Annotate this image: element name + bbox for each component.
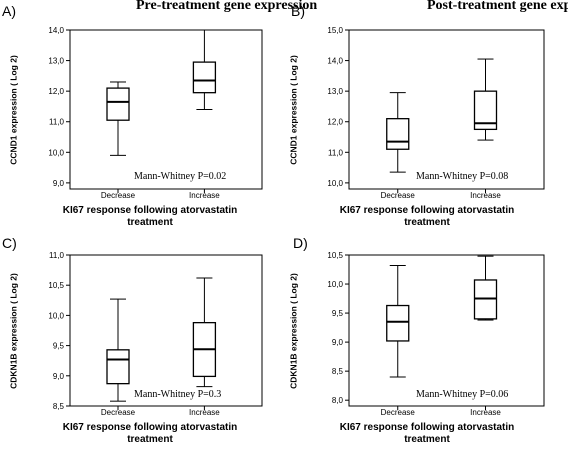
iqr-box — [192, 61, 217, 94]
x-axis-label: KI67 response following atorvastatin — [340, 422, 514, 433]
x-axis-label: KI67 response following atorvastatin — [63, 205, 237, 216]
chart-title: Pre-treatment gene expression — [136, 0, 317, 13]
p-value-annotation: Mann-Whitney P=0.06 — [416, 389, 508, 400]
y-tick-label: 9,0 — [332, 338, 344, 347]
y-tick-label: 9,0 — [53, 179, 65, 188]
x-axis-label-line2: treatment — [404, 434, 450, 445]
y-tick-label: 10,0 — [327, 280, 343, 289]
y-axis-label: CDKN1B expression ( Log 2) — [8, 273, 18, 389]
x-tick-label: Increase — [470, 191, 501, 200]
chart-panel-2: C) 8,5 9,0 9,5 10,0 10,5 11,0 CDKN1B expression… — [2, 235, 263, 445]
plot-frame — [69, 29, 263, 190]
y-axis-label: CCND1 expression ( Log 2) — [8, 55, 18, 165]
box-increase — [192, 277, 217, 388]
y-tick-label: 14,0 — [327, 57, 343, 66]
x-axis-label: KI67 response following atorvastatin — [340, 205, 514, 216]
chart-panel-0: A) Pre-treatment gene expression 9,0 10,0 11… — [2, 0, 317, 228]
y-tick-label: 12,0 — [327, 118, 343, 127]
box-increase — [192, 29, 217, 110]
panel-label: B) — [291, 3, 305, 19]
x-tick-label: Increase — [189, 408, 220, 417]
y-tick-label: 10,5 — [327, 251, 343, 260]
x-tick-label: Decrease — [381, 191, 416, 200]
p-value-annotation: Mann-Whitney P=0.02 — [134, 171, 226, 182]
box-decrease — [106, 81, 130, 156]
x-axis-label-line2: treatment — [404, 217, 450, 228]
y-tick-label: 9,0 — [53, 372, 65, 381]
box-decrease — [386, 92, 410, 173]
plot-frame — [348, 29, 545, 190]
x-axis-label-line2: treatment — [127, 434, 173, 445]
y-tick-label: 11,0 — [328, 148, 344, 157]
x-axis-label-line2: treatment — [127, 217, 173, 228]
y-tick-label: 10,0 — [327, 179, 343, 188]
y-tick-label: 12,0 — [48, 87, 64, 96]
box-decrease — [106, 298, 130, 402]
x-tick-label: Decrease — [381, 408, 416, 417]
chart-panel-3: D) 8,0 8,5 9,0 9,5 10,0 10,5 CDKN1B expression … — [288, 235, 545, 445]
y-tick-label: 14,0 — [48, 26, 64, 35]
iqr-box — [473, 90, 498, 131]
box-decrease — [386, 264, 410, 378]
y-tick-label: 9,5 — [53, 342, 65, 351]
y-tick-label: 10,0 — [48, 148, 64, 157]
chart-title: Post-treatment gene expression — [427, 0, 568, 13]
x-axis-label: KI67 response following atorvastatin — [63, 422, 237, 433]
y-tick-label: 13,0 — [327, 87, 343, 96]
panel-label: C) — [2, 235, 17, 251]
iqr-box — [386, 118, 410, 150]
y-tick-label: 15,0 — [327, 26, 343, 35]
panel-label: A) — [2, 3, 16, 19]
x-tick-label: Decrease — [101, 408, 136, 417]
y-tick-label: 10,5 — [48, 281, 64, 290]
y-axis-label: CCND1 expression ( Log 2) — [288, 55, 298, 165]
panel-label: D) — [293, 235, 308, 251]
y-tick-label: 11,0 — [49, 251, 65, 260]
y-tick-label: 13,0 — [48, 57, 64, 66]
y-tick-label: 10,0 — [48, 311, 64, 320]
x-tick-label: Increase — [189, 191, 220, 200]
x-tick-label: Increase — [470, 408, 501, 417]
p-value-annotation: Mann-Whitney P=0.3 — [134, 389, 221, 400]
plot-frame — [348, 254, 545, 407]
y-tick-label: 8,5 — [53, 402, 65, 411]
iqr-box — [386, 304, 410, 342]
y-tick-label: 9,5 — [332, 309, 344, 318]
y-tick-label: 8,5 — [332, 367, 344, 376]
box-increase — [473, 58, 498, 141]
chart-panel-1: B) Post-treatment gene expression 10,0 11,0… — [288, 0, 568, 228]
y-axis-label: CDKN1B expression ( Log 2) — [288, 273, 298, 389]
iqr-box — [106, 349, 130, 385]
x-tick-label: Decrease — [101, 191, 136, 200]
y-tick-label: 11,0 — [49, 118, 65, 127]
p-value-annotation: Mann-Whitney P=0.08 — [416, 171, 508, 182]
iqr-box — [106, 87, 130, 121]
y-tick-label: 8,0 — [332, 396, 344, 405]
plot-frame — [69, 254, 263, 407]
box-increase — [473, 255, 498, 321]
